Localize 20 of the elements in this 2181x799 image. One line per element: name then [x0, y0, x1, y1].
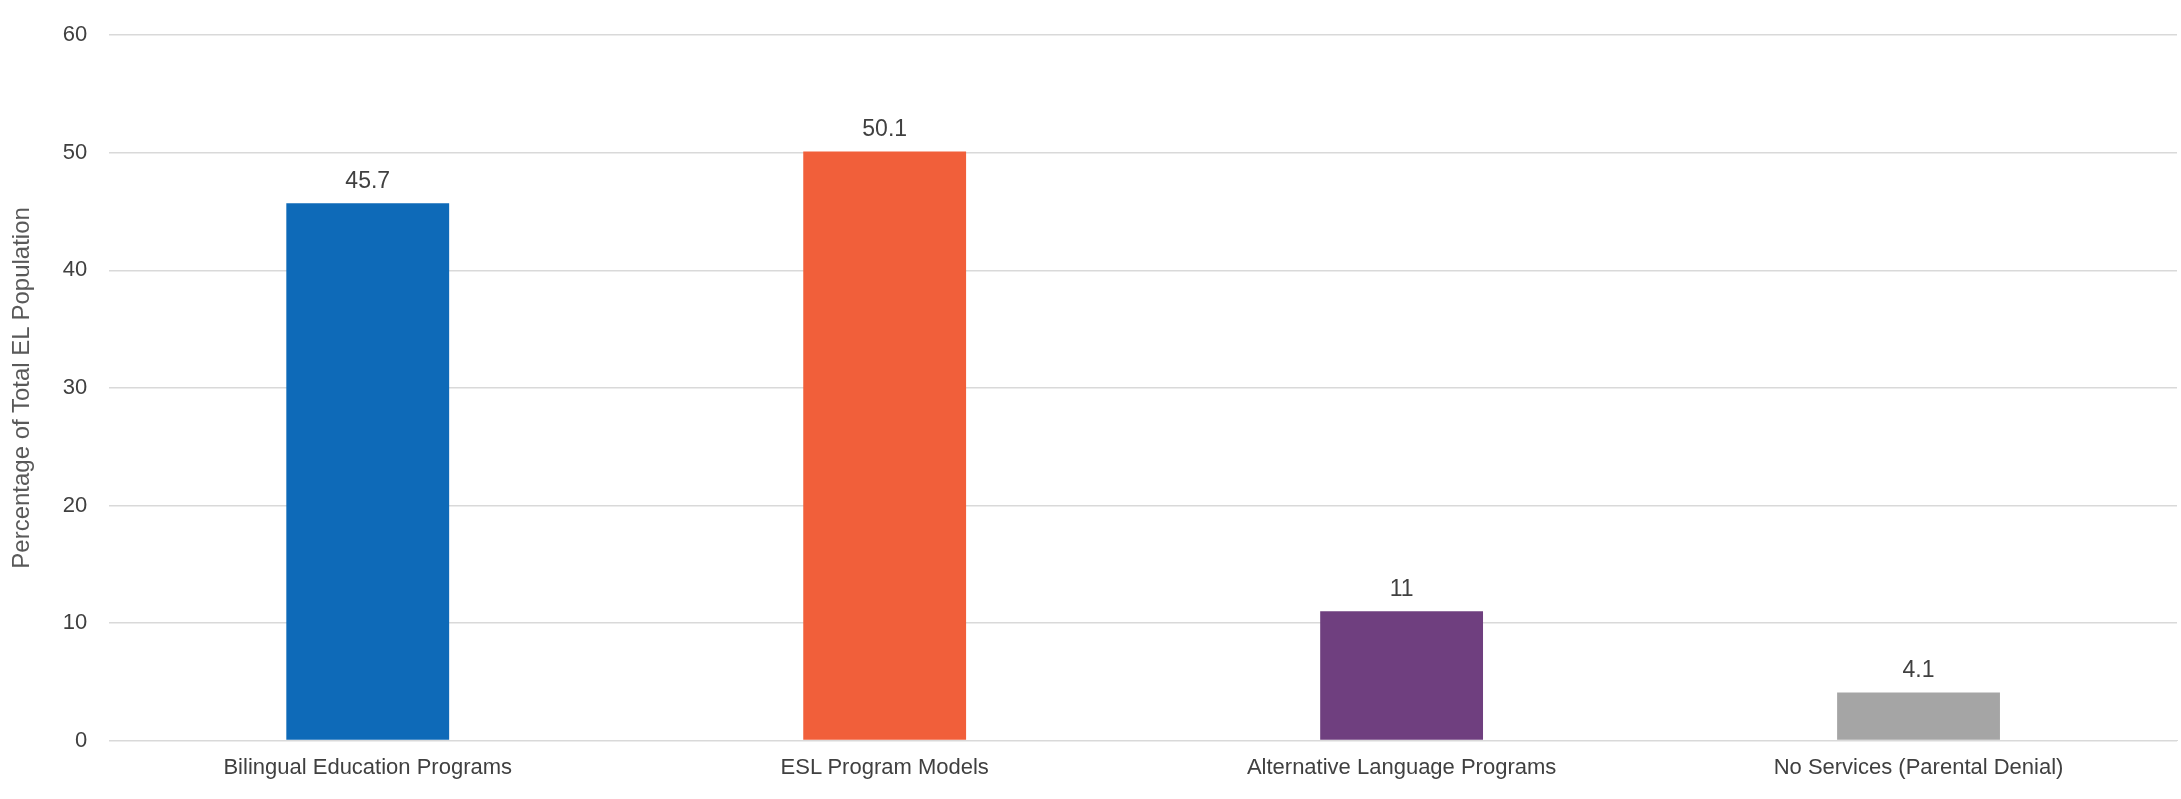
- bar: [803, 151, 967, 740]
- y-tick-label: 60: [62, 21, 88, 47]
- y-tick-label: 20: [62, 491, 88, 517]
- data-label: 50.1: [862, 115, 908, 142]
- bar: [1320, 611, 1484, 740]
- x-tick-label: ESL Program Models: [780, 753, 989, 779]
- y-tick-label: 40: [62, 256, 88, 282]
- y-tick-label: 0: [75, 726, 88, 752]
- y-tick-label: 10: [62, 609, 88, 635]
- data-label: 11: [1389, 575, 1414, 602]
- bar: [1837, 692, 2000, 740]
- y-tick-label: 30: [62, 373, 88, 399]
- x-tick-label: No Services (Parental Denial): [1773, 753, 2064, 779]
- data-label: 4.1: [1902, 656, 1935, 683]
- y-axis-title: Percentage of Total EL Population: [7, 207, 35, 569]
- data-label: 45.7: [345, 167, 391, 194]
- bar: [286, 203, 450, 740]
- x-tick-label: Alternative Language Programs: [1246, 753, 1557, 779]
- x-tick-label: Bilingual Education Programs: [223, 753, 513, 779]
- y-tick-label: 50: [62, 138, 88, 164]
